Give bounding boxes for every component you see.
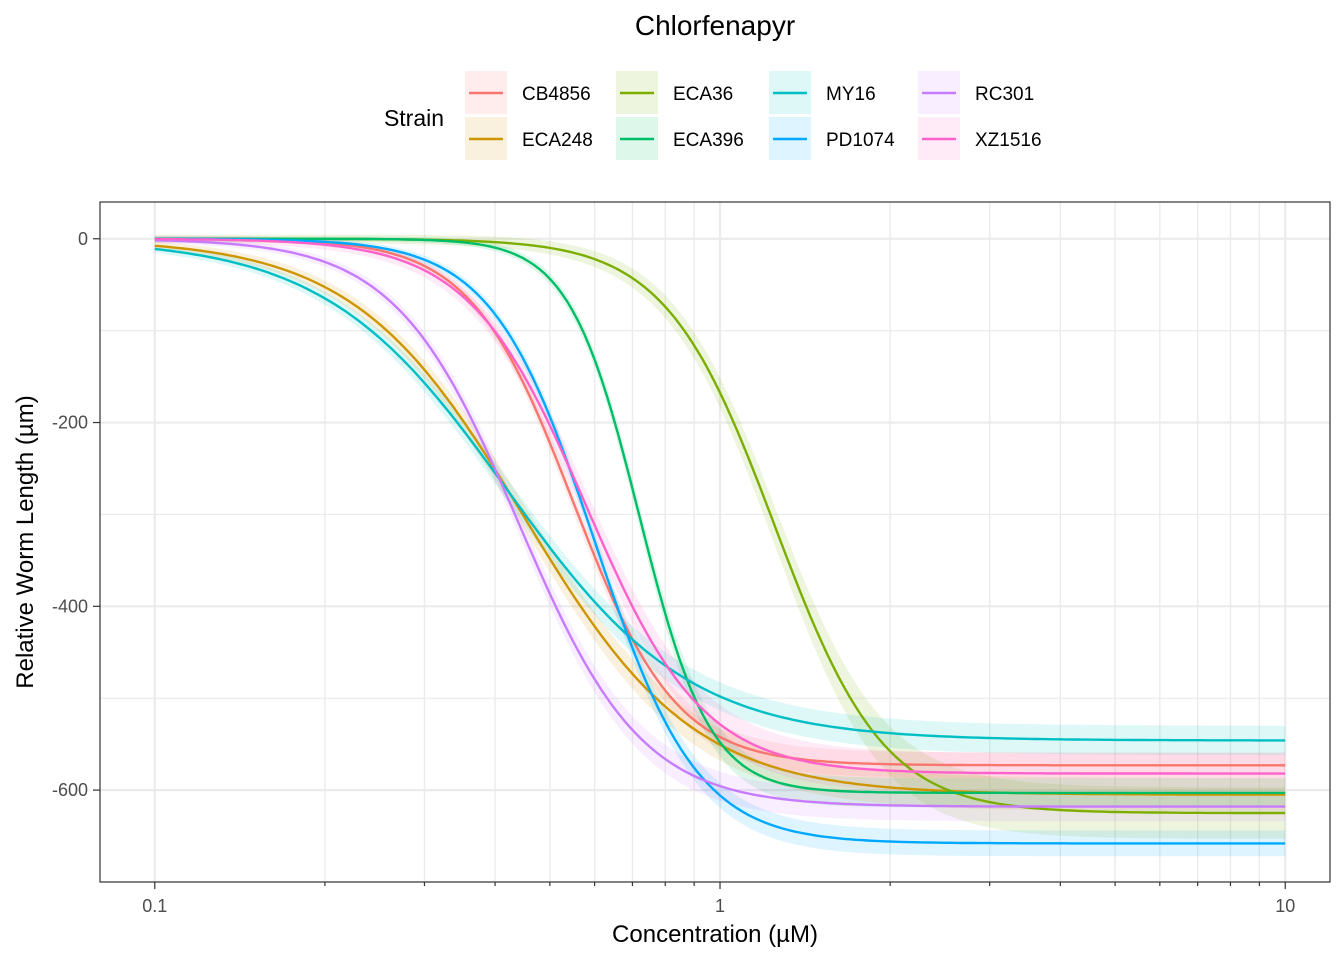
- legend-label-ECA36: ECA36: [673, 84, 733, 105]
- series-lines: [154, 237, 1286, 845]
- grid: [100, 202, 1330, 883]
- series-line-CB4856: [154, 237, 1286, 767]
- y-tick-label: -200: [52, 413, 88, 433]
- x-tick-label: 10: [1275, 896, 1295, 916]
- x-axis-label: Concentration (µM): [612, 921, 818, 948]
- legend-title: Strain: [384, 105, 444, 131]
- series-line-PD1074: [154, 237, 1286, 845]
- plot-panel-border: [99, 201, 1331, 883]
- legend-label-XZ1516: XZ1516: [975, 130, 1042, 151]
- x-tick-label: 1: [715, 896, 725, 916]
- y-tick-label: -600: [52, 780, 88, 800]
- plot-panel: [100, 202, 1330, 882]
- legend-label-CB4856: CB4856: [522, 84, 591, 105]
- series-line-MY16: [154, 247, 1286, 742]
- legend-items: CB4856 ECA248 ECA36 ECA396 MY16 PD1074 RC301 XZ…: [465, 71, 1042, 160]
- chart-title: Chlorfenapyr: [635, 10, 795, 41]
- legend: Strain CB4856 ECA248 ECA36 ECA396 MY16 PD1074…: [384, 71, 1042, 160]
- legend-label-ECA248: ECA248: [522, 130, 593, 151]
- y-axis-label: Relative Worm Length (µm): [12, 395, 39, 688]
- y-tick-label: -400: [52, 596, 88, 616]
- x-axis: 0.1 1 10: [142, 882, 1295, 916]
- legend-label-ECA396: ECA396: [673, 130, 744, 151]
- legend-label-RC301: RC301: [975, 84, 1034, 105]
- series-line-ECA396: [154, 237, 1286, 795]
- series-line-RC301: [154, 239, 1286, 808]
- y-tick-label: 0: [78, 229, 88, 249]
- x-tick-label: 0.1: [142, 896, 167, 916]
- y-axis: 0 -200 -400 -600: [52, 229, 100, 800]
- legend-label-MY16: MY16: [826, 84, 876, 105]
- legend-label-PD1074: PD1074: [826, 130, 895, 151]
- series-line-XZ1516: [154, 237, 1286, 775]
